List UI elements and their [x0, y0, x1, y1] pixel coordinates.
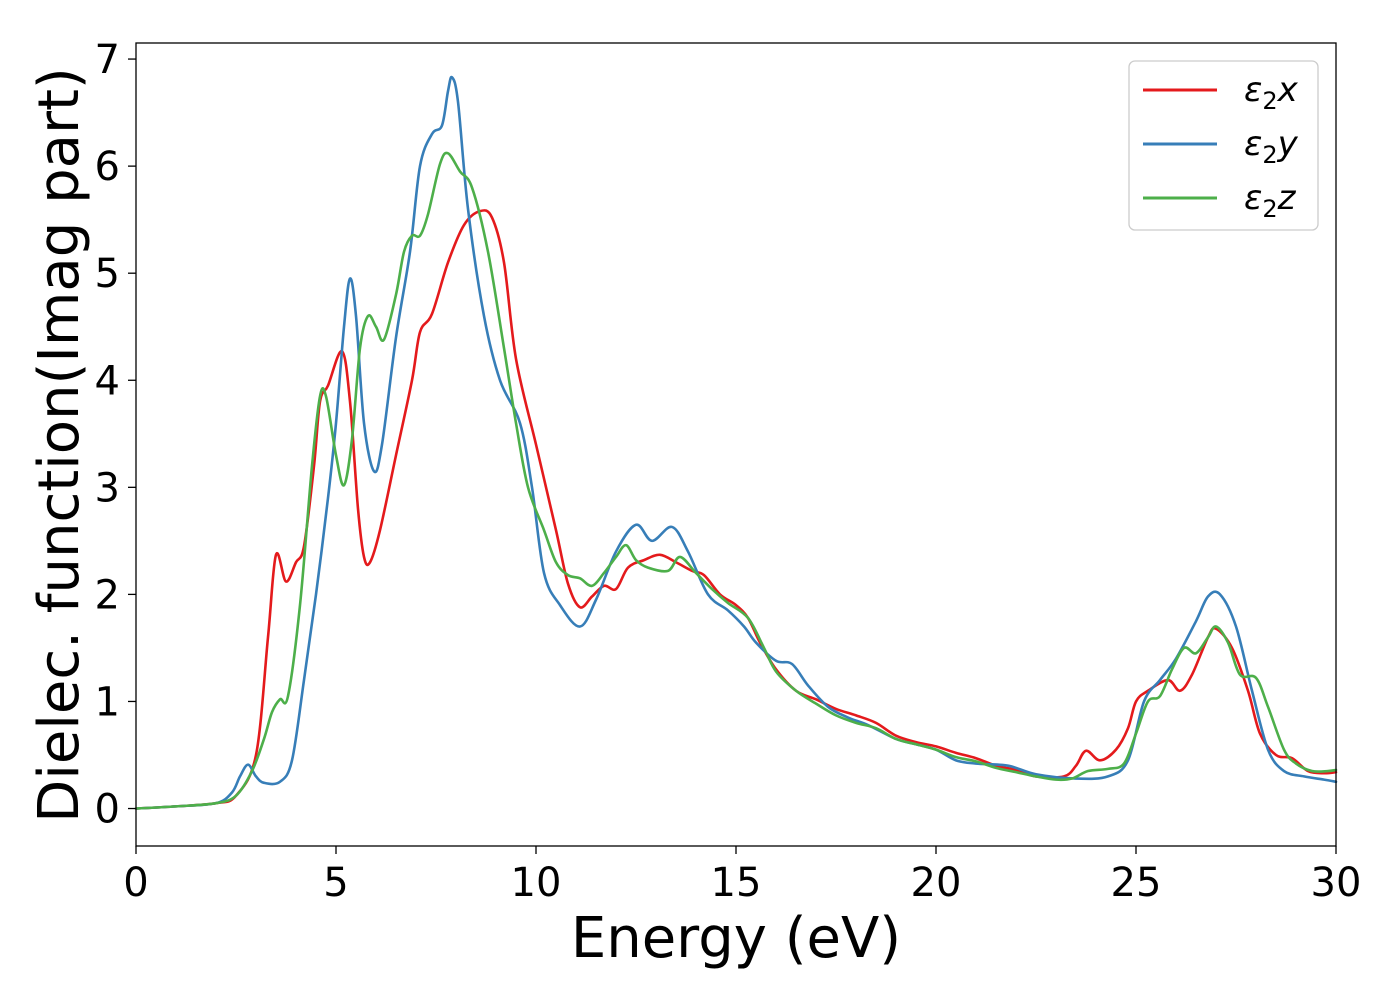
legend: ε2x ε2y ε2z [1128, 60, 1319, 231]
series-line-z [134, 151, 1338, 810]
legend-entry-y: ε2y [1143, 124, 1299, 169]
legend-entry-x: ε2x [1143, 70, 1299, 115]
legend-label: ε2y [1244, 124, 1299, 169]
y-axis-ticks: 0 1 2 3 4 5 6 7 [95, 37, 136, 833]
legend-entries: ε2x ε2y ε2z [1143, 70, 1299, 223]
legend-label: ε2z [1244, 178, 1297, 223]
x-tick-label: 25 [1111, 860, 1162, 906]
x-tick-label: 0 [123, 860, 148, 906]
legend-label: ε2x [1244, 70, 1299, 115]
x-axis-label: Energy (eV) [571, 906, 901, 971]
x-tick-label: 20 [911, 860, 962, 906]
series-layer [134, 75, 1338, 810]
legend-box [1128, 60, 1319, 231]
y-tick-label: 6 [95, 144, 120, 190]
x-tick-label: 15 [711, 860, 762, 906]
x-tick-label: 30 [1311, 860, 1362, 906]
x-tick-label: 5 [323, 860, 348, 906]
y-tick-label: 7 [95, 37, 120, 83]
x-tick-label: 10 [511, 860, 562, 906]
y-tick-label: 2 [95, 572, 120, 618]
y-tick-label: 0 [95, 787, 120, 833]
legend-entry-z: ε2z [1143, 178, 1297, 223]
y-tick-label: 5 [95, 251, 120, 297]
y-tick-label: 3 [95, 465, 120, 511]
y-tick-label: 1 [95, 679, 120, 725]
series-line-x [134, 209, 1338, 810]
y-axis-label: Dielec. function(Imag part) [27, 67, 92, 823]
x-axis-ticks: 0 5 10 15 20 25 30 [123, 846, 1361, 906]
y-tick-label: 4 [95, 358, 120, 404]
